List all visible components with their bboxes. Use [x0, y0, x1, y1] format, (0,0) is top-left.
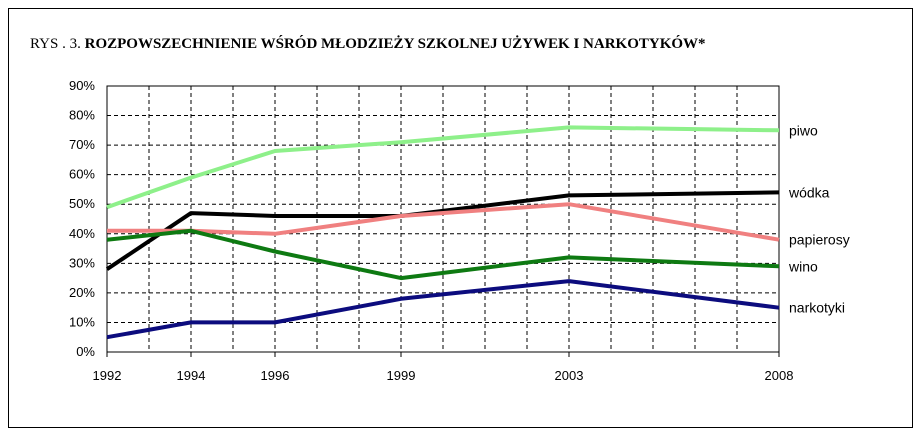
y-tick-label: 50% — [69, 196, 95, 211]
series-line-wino — [106, 228, 780, 281]
x-tick-label: 1996 — [261, 368, 290, 383]
y-tick-label: 0% — [76, 344, 95, 359]
chart-title: RYS . 3. ROZPOWSZECHNIENIE WŚRÓD MŁODZIE… — [30, 36, 706, 53]
y-tick-label: 60% — [69, 167, 95, 182]
y-tick-label: 20% — [69, 285, 95, 300]
series-label-narkotyki: narkotyki — [789, 300, 845, 316]
y-tick-label: 30% — [69, 255, 95, 270]
series-label-piwo: piwo — [789, 122, 818, 138]
y-tick-label: 70% — [69, 137, 95, 152]
x-tick-label: 1999 — [387, 368, 416, 383]
chart-title-text: ROZPOWSZECHNIENIE WŚRÓD MŁODZIEŻY SZKOLN… — [84, 36, 706, 52]
series-line-wódka — [105, 190, 780, 271]
y-tick-label: 80% — [69, 108, 95, 123]
series-label-wino: wino — [788, 258, 818, 274]
chart-title-prefix: RYS . 3. — [30, 36, 81, 52]
y-tick-label: 90% — [69, 78, 95, 93]
series-label-wódka: wódka — [788, 184, 830, 200]
x-tick-label: 1994 — [177, 368, 206, 383]
y-tick-label: 40% — [69, 226, 95, 241]
x-tick-label: 2008 — [765, 368, 794, 383]
series-line-piwo — [106, 125, 780, 210]
y-tick-label: 10% — [69, 314, 95, 329]
x-tick-label: 1992 — [93, 368, 122, 383]
series-label-papierosy: papierosy — [789, 232, 850, 248]
x-tick-label: 2003 — [555, 368, 584, 383]
series-line-narkotyki — [106, 279, 780, 340]
line-chart: 0% 10% 20% 30% 40% 50% 60% 70% 80% 90% 1992 1994 199… — [69, 78, 850, 383]
